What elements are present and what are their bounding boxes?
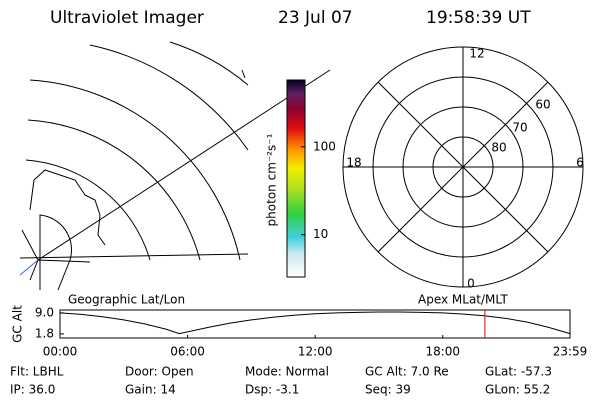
panel-label: Geographic Lat/Lon [68,293,185,307]
hour-label: 18 [346,156,361,170]
panel-label: Apex MLat/MLT [418,293,508,307]
status: Gain: 14 [125,383,176,397]
status: GLon: 55.2 [485,383,550,397]
colorbar-tick-label: 100 [313,139,336,153]
gc-alt-line [59,311,571,335]
date: 23 Jul 07 [278,8,353,28]
status: Door: Open [125,365,194,379]
hour-label: 6 [576,156,584,170]
lat-label: 60 [535,98,550,112]
status: Mode: Normal [245,365,329,379]
status: GC Alt: 7.0 Re [365,365,449,379]
footer: Flt: LBHL Door: Open Mode: Normal GC Alt… [10,365,552,397]
geo-map [19,41,331,291]
lat-label: 70 [512,121,527,135]
x-tick-label: 00:00 [43,345,78,359]
status: Seq: 39 [365,383,411,397]
y-axis-label: GC Alt [11,305,25,343]
x-tick-label: 12:00 [298,345,333,359]
colorbar-label: photon cm⁻²s⁻¹ [265,133,279,226]
status: GLat: -57.3 [485,365,552,379]
colorbar [286,79,306,278]
y-tick-label: 9.0 [35,305,54,319]
hour-label: 12 [469,47,484,61]
colorbar-tick-label: 10 [313,227,328,241]
status: IP: 36.0 [10,383,55,397]
title: Ultraviolet Imager [50,8,204,28]
polar-grid [342,46,584,288]
y-tick-label: 1.8 [35,326,54,340]
x-tick-label: 06:00 [170,345,205,359]
x-tick-label: 18:00 [425,345,460,359]
lat-label: 80 [491,141,506,155]
status: Dsp: -3.1 [245,383,299,397]
status: Flt: LBHL [10,365,64,379]
hour-label: 0 [467,277,475,291]
time: 19:58:39 UT [426,8,531,28]
x-tick-label: 23:59 [553,345,588,359]
